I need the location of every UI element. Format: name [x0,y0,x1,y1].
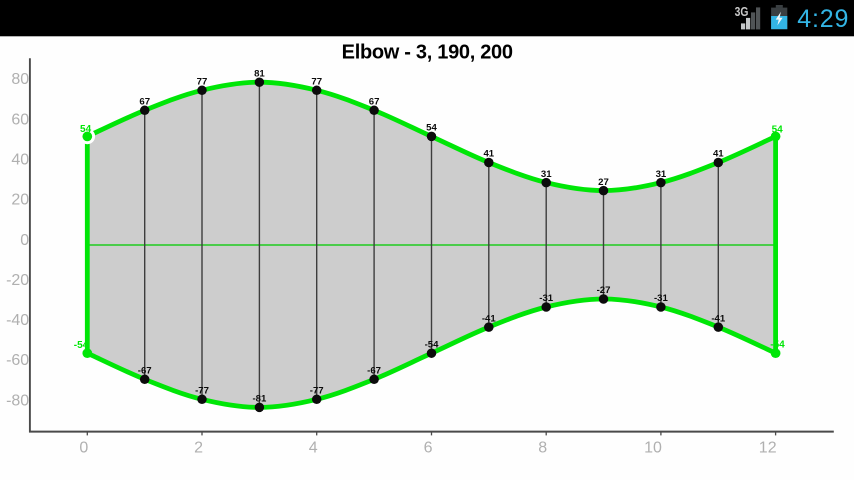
svg-text:12: 12 [759,440,777,457]
svg-text:8: 8 [538,440,547,457]
svg-text:4:29: 4:29 [797,5,849,33]
svg-text:60: 60 [11,111,29,128]
svg-text:54: 54 [772,125,784,136]
svg-text:-27: -27 [597,285,611,296]
svg-text:2: 2 [194,440,203,457]
svg-text:-77: -77 [310,386,324,397]
svg-text:41: 41 [483,149,494,160]
svg-text:10: 10 [644,440,662,457]
svg-text:3G: 3G [735,5,749,19]
svg-text:27: 27 [598,177,609,188]
svg-text:67: 67 [139,97,150,108]
svg-text:81: 81 [254,68,265,79]
svg-text:-81: -81 [252,394,267,405]
svg-text:-77: -77 [195,386,209,397]
svg-text:54: 54 [426,123,437,134]
svg-text:4: 4 [309,440,318,457]
svg-text:0: 0 [79,440,88,457]
svg-text:-20: -20 [6,272,29,289]
svg-text:67: 67 [369,97,380,108]
svg-text:-67: -67 [367,366,381,377]
svg-text:77: 77 [197,77,208,88]
svg-text:6: 6 [424,440,433,457]
svg-text:-41: -41 [711,313,726,324]
svg-text:-41: -41 [482,313,497,324]
svg-text:Elbow - 3, 190, 200: Elbow - 3, 190, 200 [342,42,513,64]
svg-text:-67: -67 [138,366,152,377]
svg-text:20: 20 [11,192,29,209]
svg-text:54: 54 [80,124,92,135]
svg-text:-54: -54 [425,339,440,350]
svg-text:-54: -54 [770,339,785,350]
svg-text:41: 41 [713,149,724,160]
svg-text:-31: -31 [654,293,669,304]
svg-text:-31: -31 [539,293,554,304]
svg-text:31: 31 [541,169,552,180]
svg-text:31: 31 [656,169,667,180]
svg-text:0: 0 [20,232,29,249]
svg-text:77: 77 [311,77,322,88]
svg-text:-80: -80 [6,392,29,409]
svg-text:40: 40 [11,152,29,169]
svg-text:80: 80 [11,71,29,88]
svg-text:-54: -54 [74,340,89,351]
svg-text:-60: -60 [6,352,29,369]
svg-text:-40: -40 [6,312,29,329]
